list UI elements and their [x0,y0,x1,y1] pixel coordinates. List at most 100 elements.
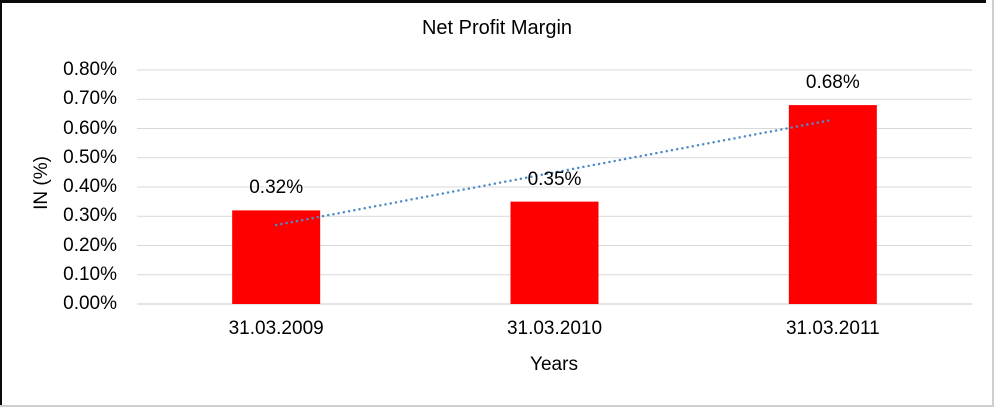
y-tick-label: 0.10% [63,263,117,285]
bar [788,105,877,304]
y-tick-label: 0.40% [63,176,117,197]
trendline-dot [524,176,528,179]
x-axis-title: Years [530,354,578,375]
trendline-dot [764,131,767,134]
trendline-dot [285,221,288,225]
trendline-dot [431,194,434,197]
trendline-dot [681,146,684,150]
trendline-dot [597,162,601,166]
trendline-dot [701,142,705,146]
trendline-dot [592,163,596,167]
trendline-dot [696,143,700,147]
trendline-dot [280,222,283,226]
trendline-dot [556,170,559,174]
frame-border-top [0,0,986,3]
trendline-dot [441,192,445,195]
chart-title: Net Profit Margin [421,17,573,39]
trendline-dot [826,119,830,122]
trendline-dot [582,165,585,169]
frame-border-left [0,0,2,407]
trendline-dot [446,191,450,194]
trendline-dot [373,205,377,208]
trendline-dot [478,185,481,188]
trendline-dot [540,173,544,177]
x-tick-label: 31.03.2011 [785,318,880,339]
trendline-dot [613,159,616,163]
trendline-dot [415,197,419,200]
trendline-dot [337,211,340,215]
trendline-dot [332,212,335,216]
trendline-dot [472,186,476,189]
trendline-dot [655,151,658,155]
trendline-dot [743,135,747,138]
y-tick-label: 0.00% [63,293,117,314]
trendline-dot [519,177,523,180]
bar-data-label: 0.32% [249,177,304,199]
trendline-dot [535,174,538,178]
trendline-dot [389,202,392,205]
trendline-dot [795,125,799,128]
trendline-dot [493,182,497,185]
trendline-dot [675,147,679,151]
bar-data-label: 0.68% [805,72,860,94]
y-tick-label: 0.80% [63,59,117,80]
trendline-dot [644,153,648,157]
trendline-dot [384,203,387,206]
trendline-dot [634,155,637,159]
y-tick-label: 0.70% [63,88,117,110]
trendline-dot [587,164,590,168]
trendline-dot [306,217,309,221]
x-tick-label: 31.03.2009 [228,318,324,339]
trendline-dot [722,139,726,142]
trendline-dot [566,168,570,172]
trendline-dot [290,220,294,224]
bar [510,201,599,304]
trendline-dot [733,137,736,140]
trendline-dot [316,215,320,219]
trendline-dot [358,208,361,211]
trendline-dot [748,134,752,137]
trendline-dot [608,160,611,164]
trendline-dot [467,187,471,190]
trendline-dot [545,172,549,176]
trendline-dot [785,127,788,130]
trendline-dot [509,179,512,182]
trendline-dot [800,124,804,127]
trendline-dot [274,223,278,227]
frame-border-right [992,0,994,407]
trendline-dot [754,133,757,136]
trendline-dot [717,140,721,143]
trendline-dot [686,145,689,149]
trendline-dot [451,190,455,193]
trendline-dot [571,167,575,171]
trendline-dot [353,208,356,212]
trendline-dot [769,130,773,133]
frame-border-bottom [0,405,994,407]
trendline-dot [816,121,820,124]
trendline-dot [326,213,330,217]
trendline-dot [514,178,517,181]
trendline-dot [561,169,564,173]
trendline-dot [691,144,695,148]
trendline-dot [295,219,299,223]
trendline-dot [602,161,606,165]
trendline-dot [727,138,731,141]
bar-data-label: 0.35% [527,168,582,190]
trendline-dot [712,141,715,144]
y-axis-title: IN (%) [31,156,52,210]
trendline-dot [300,218,304,222]
y-tick-label: 0.50% [63,146,117,168]
trendline-dot [738,136,741,139]
trendline-dot [488,183,491,186]
trendline-dot [821,120,825,123]
trendline-dot [399,200,403,203]
trendline-dot [759,132,762,135]
trendline-dot [504,180,507,183]
trendline-dot [623,157,627,161]
x-tick-label: 31.03.2010 [506,318,603,339]
trendline-dot [530,175,533,179]
trendline [274,119,830,227]
trendline-dot [410,198,413,201]
trendline-dot [394,201,398,204]
